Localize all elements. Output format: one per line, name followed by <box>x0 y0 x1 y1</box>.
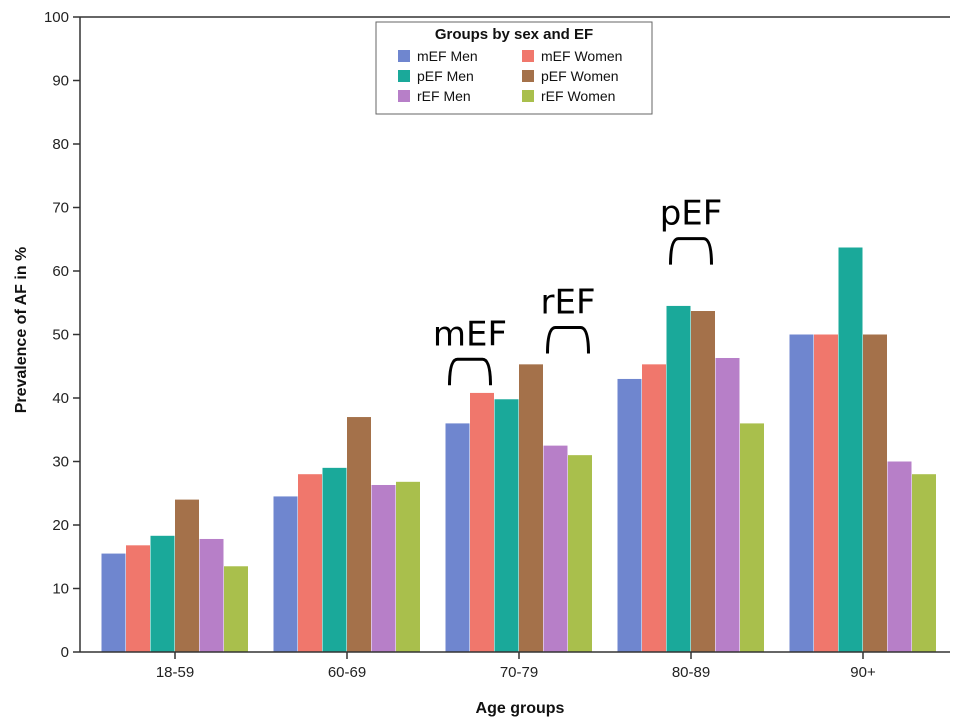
bar-mef-women-70-79 <box>470 392 494 652</box>
annotation-label-pEF: pEF <box>660 194 723 234</box>
bar-pef-men-60-69 <box>322 467 347 652</box>
bar-pef-women-18-59 <box>175 499 199 652</box>
bar-pef-men-90+ <box>838 247 863 652</box>
y-axis-title: Prevalence of AF in % <box>13 247 30 414</box>
bar-ref-women-80-89 <box>740 423 764 652</box>
bar-mef-men-60-69 <box>273 496 298 652</box>
bar-ref-women-90+ <box>912 474 936 652</box>
legend-swatch <box>398 90 410 102</box>
y-tick-label: 60 <box>52 263 69 280</box>
x-tick-label: 60-69 <box>328 664 366 681</box>
bar-ref-men-60-69 <box>371 484 396 652</box>
bar-pef-women-90+ <box>863 334 887 652</box>
bar-pef-women-80-89 <box>691 311 715 652</box>
annotation-bracket-rEF <box>546 326 590 354</box>
bar-pef-men-80-89 <box>666 305 691 652</box>
y-tick-label: 90 <box>52 73 69 90</box>
y-tick-label: 50 <box>52 327 69 344</box>
bar-mef-men-80-89 <box>617 378 642 652</box>
annotations: mEF rEF pEF <box>433 194 722 386</box>
y-tick-label: 100 <box>44 9 69 26</box>
y-tick-label: 40 <box>52 390 69 407</box>
bars-group <box>101 247 936 652</box>
bar-pef-women-60-69 <box>347 417 371 652</box>
y-axis-ticks: 0 10 20 30 40 50 60 70 80 90 100 <box>44 9 80 661</box>
bar-pef-women-70-79 <box>519 364 543 652</box>
bar-mef-men-70-79 <box>445 423 470 652</box>
annotation-label-mEF: mEF <box>433 314 507 354</box>
legend-entry-label: mEF Women <box>541 48 622 64</box>
bar-ref-women-60-69 <box>396 481 420 652</box>
x-tick-label: 18-59 <box>156 664 194 681</box>
bar-ref-men-90+ <box>887 461 912 652</box>
y-tick-label: 10 <box>52 581 69 598</box>
y-tick-label: 0 <box>61 644 69 661</box>
legend-swatch <box>398 70 410 82</box>
bar-ref-men-18-59 <box>199 538 224 652</box>
x-tick-label: 70-79 <box>500 664 538 681</box>
legend-swatch <box>522 70 534 82</box>
y-tick-label: 20 <box>52 517 69 534</box>
legend-title: Groups by sex and EF <box>435 26 593 43</box>
bar-mef-women-18-59 <box>126 545 150 652</box>
y-tick-label: 30 <box>52 454 69 471</box>
bar-mef-men-90+ <box>789 334 814 652</box>
bar-ref-men-70-79 <box>543 445 568 652</box>
bar-pef-men-18-59 <box>150 535 175 652</box>
bar-pef-men-70-79 <box>494 399 519 652</box>
axes <box>79 16 950 653</box>
bar-ref-women-70-79 <box>568 455 592 652</box>
legend-entry-label: pEF Women <box>541 68 619 84</box>
bar-mef-women-60-69 <box>298 474 322 652</box>
legend-entry-label: rEF Men <box>417 88 471 104</box>
x-tick-label: 90+ <box>850 664 876 681</box>
bar-mef-women-90+ <box>814 334 838 652</box>
annotation-label-rEF: rEF <box>540 283 595 323</box>
x-tick-label: 80-89 <box>672 664 710 681</box>
legend-entry-label: pEF Men <box>417 68 474 84</box>
legend-box <box>375 21 653 115</box>
bar-mef-men-18-59 <box>101 553 126 652</box>
x-axis-title: Age groups <box>476 700 565 717</box>
legend-swatch <box>522 90 534 102</box>
legend-entry-label: rEF Women <box>541 88 615 104</box>
bar-ref-men-80-89 <box>715 357 740 652</box>
x-axis-ticks: 18-59 60-69 70-79 80-89 90+ <box>156 652 876 681</box>
legend: Groups by sex and EF mEF Men mEF Women pEF … <box>375 21 653 115</box>
bar-mef-women-80-89 <box>642 364 666 652</box>
y-tick-label: 80 <box>52 136 69 153</box>
annotation-bracket-mEF <box>448 357 492 386</box>
legend-entry-label: mEF Men <box>417 48 478 64</box>
bar-ref-women-18-59 <box>224 566 248 652</box>
y-tick-label: 70 <box>52 200 69 217</box>
annotation-bracket-pEF <box>669 237 713 265</box>
legend-swatch <box>398 50 410 62</box>
legend-swatch <box>522 50 534 62</box>
